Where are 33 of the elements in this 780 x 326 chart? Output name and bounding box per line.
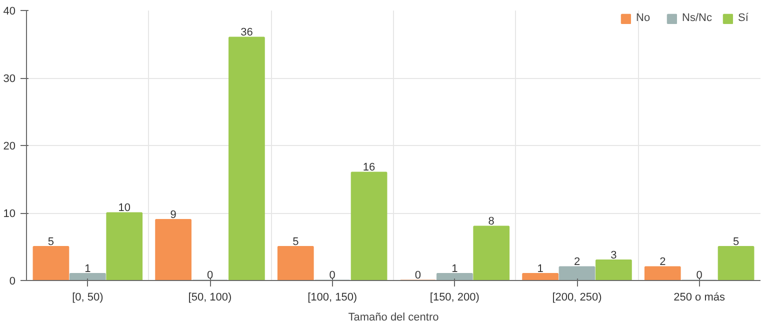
data-label: 5 — [292, 236, 299, 248]
legend-label: Ns/Nc — [682, 12, 712, 24]
data-label: 9 — [170, 208, 176, 221]
x-tick-label: [150, 200) — [430, 292, 480, 304]
x-tick-label: [100, 150) — [308, 292, 358, 304]
data-label: 8 — [488, 216, 494, 228]
x-tick-label: [0, 50) — [72, 292, 104, 304]
data-label: 3 — [610, 249, 617, 262]
data-label: 0 — [414, 270, 422, 282]
data-label: 2 — [574, 256, 580, 268]
x-tick-label: [50, 100) — [188, 292, 232, 304]
data-label: 2 — [660, 256, 666, 268]
data-label: 1 — [452, 262, 458, 275]
data-label: 0 — [696, 270, 702, 282]
y-tick-label: 40 — [3, 6, 16, 18]
data-label: 16 — [362, 162, 376, 174]
data-label: 1 — [537, 262, 544, 275]
data-label: 0 — [329, 270, 336, 282]
data-label: 0 — [206, 270, 214, 282]
x-tick-label: 250 o más — [674, 292, 726, 304]
y-tick-label: 20 — [3, 140, 16, 152]
data-label: 1 — [84, 262, 91, 275]
data-label: 36 — [240, 26, 253, 38]
x-tick-label: [200, 250) — [552, 292, 602, 304]
legend-label: Sí — [738, 12, 750, 24]
data-label: 10 — [118, 202, 130, 214]
y-tick-label: 10 — [3, 208, 16, 220]
legend-label: No — [636, 12, 652, 24]
data-label: 5 — [732, 236, 740, 248]
y-tick-label: 30 — [3, 73, 16, 85]
data-label: 5 — [48, 236, 54, 248]
x-axis-title: Tamaño del centro — [348, 312, 439, 324]
y-tick-label: 0 — [9, 276, 16, 288]
